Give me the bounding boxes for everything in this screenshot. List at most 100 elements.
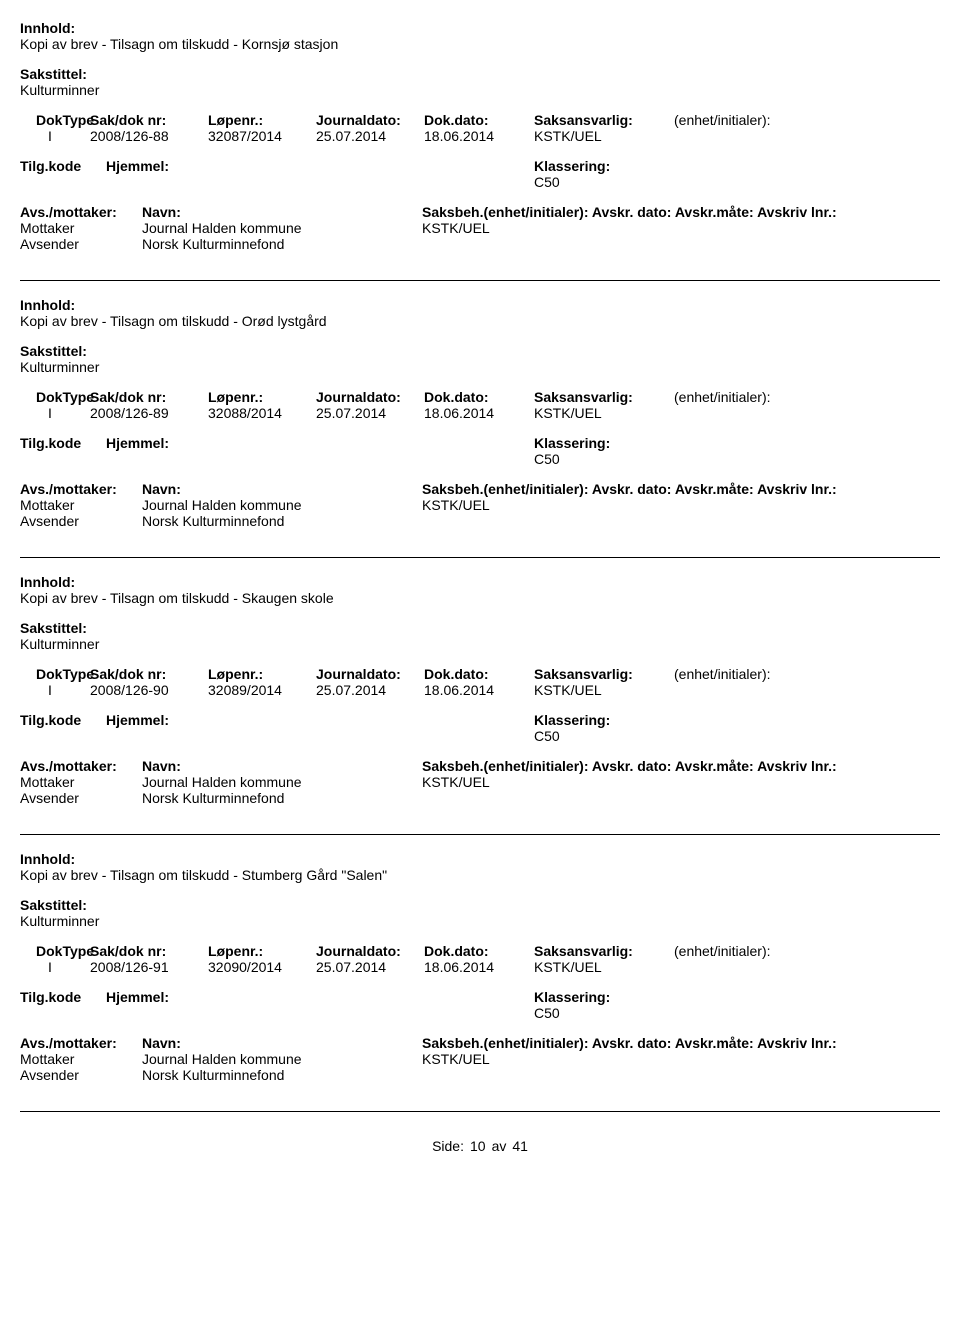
hdr-saksbeh: Saksbeh.(enhet/initialer): Avskr. dato: … <box>422 1035 940 1051</box>
tilg-values: C50 <box>20 451 940 467</box>
meta-values: I 2008/126-91 32090/2014 25.07.2014 18.0… <box>20 959 940 975</box>
mottaker-label: Mottaker <box>20 497 142 513</box>
avsender-row: Avsender Norsk Kulturminnefond <box>20 513 940 529</box>
hdr-dokdato: Dok.dato: <box>424 112 534 128</box>
hdr-hjemmel: Hjemmel: <box>106 158 424 174</box>
mottaker-label: Mottaker <box>20 1051 142 1067</box>
val-doktype: I <box>20 959 90 975</box>
mottaker-label: Mottaker <box>20 220 142 236</box>
footer-av-label: av <box>492 1138 507 1154</box>
val-doktype: I <box>20 128 90 144</box>
hdr-avs-mott: Avs./mottaker: <box>20 1035 142 1051</box>
val-jdato: 25.07.2014 <box>316 128 424 144</box>
val-saksansv: KSTK/UEL <box>534 682 674 698</box>
journal-record: Innhold: Kopi av brev - Tilsagn om tilsk… <box>20 574 940 835</box>
tilg-values: C50 <box>20 728 940 744</box>
hdr-navn: Navn: <box>142 1035 422 1051</box>
saksbeh-value: KSTK/UEL <box>422 220 940 236</box>
hdr-dokdato: Dok.dato: <box>424 666 534 682</box>
hdr-saknr: Sak/dok nr: <box>90 389 208 405</box>
val-klassering: C50 <box>424 451 940 467</box>
mottaker-value: Journal Halden kommune <box>142 497 422 513</box>
hdr-saknr: Sak/dok nr: <box>90 943 208 959</box>
val-dokdato: 18.06.2014 <box>424 959 534 975</box>
hdr-saksbeh: Saksbeh.(enhet/initialer): Avskr. dato: … <box>422 481 940 497</box>
hdr-klassering: Klassering: <box>424 158 940 174</box>
avsender-label: Avsender <box>20 1067 142 1083</box>
saksbeh-value: KSTK/UEL <box>422 774 940 790</box>
sakstittel-value: Kulturminner <box>20 913 940 929</box>
hdr-navn: Navn: <box>142 758 422 774</box>
val-saknr: 2008/126-90 <box>90 682 208 698</box>
val-dokdato: 18.06.2014 <box>424 405 534 421</box>
avsender-value: Norsk Kulturminnefond <box>142 790 422 806</box>
hdr-klassering: Klassering: <box>424 435 940 451</box>
meta-values: I 2008/126-89 32088/2014 25.07.2014 18.0… <box>20 405 940 421</box>
innhold-value: Kopi av brev - Tilsagn om tilskudd - Ska… <box>20 590 940 606</box>
hdr-saksbeh: Saksbeh.(enhet/initialer): Avskr. dato: … <box>422 758 940 774</box>
val-jdato: 25.07.2014 <box>316 959 424 975</box>
sakstittel-label: Sakstittel: <box>20 66 940 82</box>
tilg-headers: Tilg.kode Hjemmel: Klassering: <box>20 158 940 174</box>
hdr-lopenr: Løpenr.: <box>208 389 316 405</box>
meta-headers: DokType Sak/dok nr: Løpenr.: Journaldato… <box>20 666 940 682</box>
mottaker-row: Mottaker Journal Halden kommune KSTK/UEL <box>20 220 940 236</box>
hdr-saknr: Sak/dok nr: <box>90 112 208 128</box>
val-jdato: 25.07.2014 <box>316 405 424 421</box>
mottaker-value: Journal Halden kommune <box>142 220 422 236</box>
mottaker-value: Journal Halden kommune <box>142 1051 422 1067</box>
hdr-lopenr: Løpenr.: <box>208 943 316 959</box>
journal-record: Innhold: Kopi av brev - Tilsagn om tilsk… <box>20 20 940 281</box>
sakstittel-value: Kulturminner <box>20 359 940 375</box>
hdr-avs-mott: Avs./mottaker: <box>20 204 142 220</box>
hdr-tilgkode: Tilg.kode <box>20 712 106 728</box>
hdr-enhet: (enhet/initialer): <box>674 943 940 959</box>
sakstittel-value: Kulturminner <box>20 82 940 98</box>
meta-values: I 2008/126-88 32087/2014 25.07.2014 18.0… <box>20 128 940 144</box>
avsender-row: Avsender Norsk Kulturminnefond <box>20 790 940 806</box>
hdr-dokdato: Dok.dato: <box>424 943 534 959</box>
hdr-lopenr: Løpenr.: <box>208 666 316 682</box>
hdr-doktype: DokType <box>20 389 90 405</box>
hdr-klassering: Klassering: <box>424 712 940 728</box>
party-headers: Avs./mottaker: Navn: Saksbeh.(enhet/init… <box>20 204 940 220</box>
val-saknr: 2008/126-91 <box>90 959 208 975</box>
hdr-doktype: DokType <box>20 112 90 128</box>
tilg-headers: Tilg.kode Hjemmel: Klassering: <box>20 435 940 451</box>
val-saksansv: KSTK/UEL <box>534 128 674 144</box>
sakstittel-label: Sakstittel: <box>20 897 940 913</box>
sakstittel-label: Sakstittel: <box>20 343 940 359</box>
avsender-label: Avsender <box>20 236 142 252</box>
tilg-values: C50 <box>20 1005 940 1021</box>
hdr-saksansv: Saksansvarlig: <box>534 112 674 128</box>
mottaker-row: Mottaker Journal Halden kommune KSTK/UEL <box>20 497 940 513</box>
hdr-jdato: Journaldato: <box>316 389 424 405</box>
hdr-saksbeh: Saksbeh.(enhet/initialer): Avskr. dato: … <box>422 204 940 220</box>
avsender-value: Norsk Kulturminnefond <box>142 513 422 529</box>
hdr-hjemmel: Hjemmel: <box>106 712 424 728</box>
hdr-navn: Navn: <box>142 204 422 220</box>
hdr-avs-mott: Avs./mottaker: <box>20 481 142 497</box>
val-dokdato: 18.06.2014 <box>424 128 534 144</box>
hdr-dokdato: Dok.dato: <box>424 389 534 405</box>
footer-total: 41 <box>512 1138 528 1154</box>
meta-headers: DokType Sak/dok nr: Løpenr.: Journaldato… <box>20 389 940 405</box>
innhold-value: Kopi av brev - Tilsagn om tilskudd - Stu… <box>20 867 940 883</box>
hdr-klassering: Klassering: <box>424 989 940 1005</box>
hdr-navn: Navn: <box>142 481 422 497</box>
journal-record: Innhold: Kopi av brev - Tilsagn om tilsk… <box>20 297 940 558</box>
val-klassering: C50 <box>424 728 940 744</box>
tilg-headers: Tilg.kode Hjemmel: Klassering: <box>20 989 940 1005</box>
avsender-value: Norsk Kulturminnefond <box>142 236 422 252</box>
page-footer: Side: 10 av 41 <box>20 1128 940 1154</box>
hdr-enhet: (enhet/initialer): <box>674 112 940 128</box>
hdr-lopenr: Løpenr.: <box>208 112 316 128</box>
innhold-label: Innhold: <box>20 297 940 313</box>
footer-page: 10 <box>470 1138 486 1154</box>
mottaker-label: Mottaker <box>20 774 142 790</box>
saksbeh-value: KSTK/UEL <box>422 497 940 513</box>
avsender-row: Avsender Norsk Kulturminnefond <box>20 236 940 252</box>
val-lopenr: 32087/2014 <box>208 128 316 144</box>
val-doktype: I <box>20 405 90 421</box>
val-dokdato: 18.06.2014 <box>424 682 534 698</box>
